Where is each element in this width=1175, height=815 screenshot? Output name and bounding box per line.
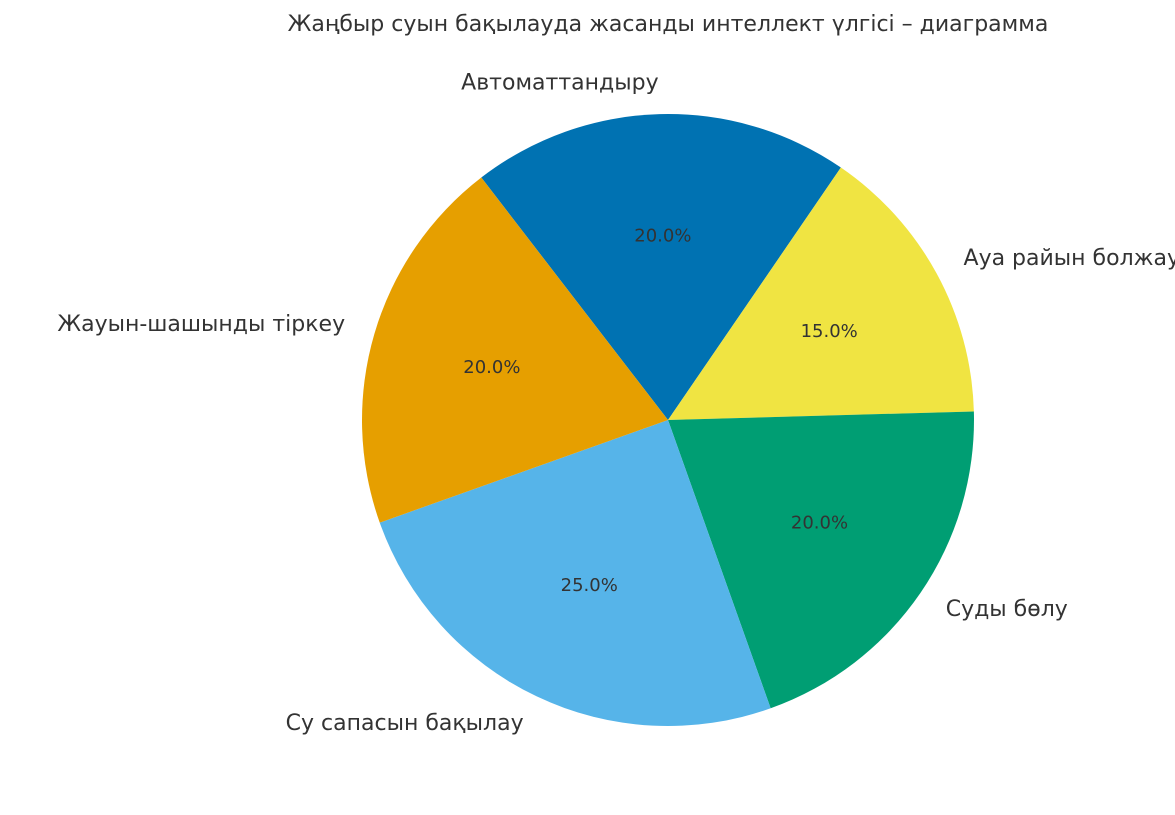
percent-label: 20.0% — [463, 357, 520, 378]
percent-label: 15.0% — [801, 321, 858, 342]
slice-label: Суды бөлу — [946, 597, 1068, 622]
slice-label: Автоматтандыру — [461, 71, 658, 96]
chart-title: Жаңбыр суын бақылауда жасанды интеллект … — [288, 12, 1049, 37]
pie-slice — [379, 420, 771, 727]
percent-label: 20.0% — [791, 513, 848, 534]
slice-label: Жауын-шашынды тіркеу — [57, 312, 345, 337]
percent-label: 20.0% — [634, 225, 691, 246]
pie-slice — [668, 411, 974, 709]
pie-slice — [668, 167, 974, 420]
percent-label: 25.0% — [561, 575, 618, 596]
slice-label: Су сапасын бақылау — [286, 711, 524, 736]
pie-slice — [362, 177, 668, 523]
pie-slice — [481, 114, 841, 421]
slice-label: Ауа райын болжау — [964, 246, 1175, 271]
